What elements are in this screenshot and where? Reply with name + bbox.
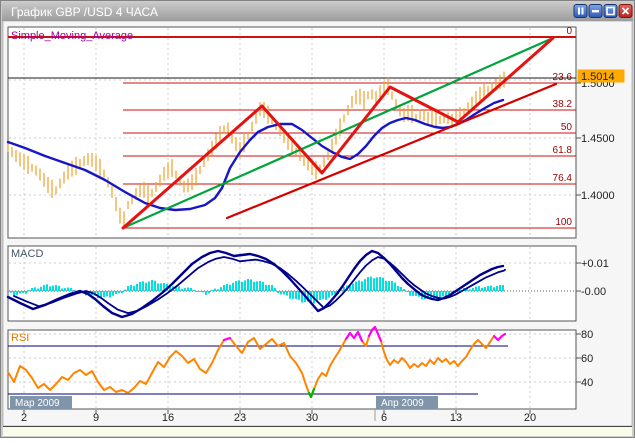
fib-level-label: 61.8	[553, 145, 573, 156]
month-badge	[10, 396, 72, 409]
rsi-highlight-segment	[367, 325, 383, 343]
x-axis-label: 9	[93, 412, 99, 424]
rsi-highlight-segment	[307, 387, 316, 399]
window-title: График GBP /USD 4 ЧАСА	[11, 5, 158, 19]
x-axis-label: 2	[21, 412, 27, 424]
close-button[interactable]	[618, 4, 633, 18]
rsi-axis-label: 40	[581, 377, 593, 389]
x-axis-label: 13	[450, 412, 462, 424]
price-axis-label: 1.4500	[581, 133, 615, 145]
fib-level-label: 76.4	[553, 173, 573, 184]
month-badge	[376, 396, 438, 409]
macd-panel-label: MACD	[11, 248, 43, 260]
minimize-button[interactable]	[588, 4, 603, 18]
fib-level-label: 0	[566, 26, 572, 37]
title-bar[interactable]: График GBP /USD 4 ЧАСА	[2, 2, 633, 21]
sma-indicator-label: Simple_Moving_Average	[11, 30, 133, 42]
x-axis-label: 23	[234, 412, 246, 424]
x-axis-label: 6	[381, 412, 387, 424]
price-axis-label: 1.4000	[581, 190, 615, 202]
current-price-label: 1.5014	[581, 71, 615, 83]
rsi-highlight-segment	[492, 332, 507, 342]
pause-button[interactable]	[573, 4, 588, 18]
rsi-axis-label: 60	[581, 353, 593, 365]
pause-icon	[578, 7, 580, 15]
fib-level-label: 38.2	[553, 99, 573, 110]
zigzag-line-red	[121, 36, 555, 230]
month-badge-label: Апр 2009	[381, 398, 424, 409]
close-icon	[621, 7, 630, 15]
rsi-panel-label: RSI	[11, 332, 29, 344]
minimize-icon	[592, 10, 599, 13]
restore-button[interactable]	[603, 4, 618, 18]
macd-chart-panel[interactable]	[7, 245, 577, 322]
fib-level-label: 100	[555, 217, 572, 228]
rsi-axis-label: 80	[581, 329, 593, 341]
channel-line-red	[225, 82, 558, 220]
current-price-badge	[577, 69, 625, 83]
macd-axis-label: +0.01	[581, 258, 609, 270]
month-badge-label: Мар 2009	[15, 398, 60, 409]
rsi-highlight-segment	[222, 336, 232, 342]
fib-level-label: 50	[561, 122, 573, 133]
rsi-highlight-segment	[344, 330, 364, 343]
x-axis-label: 20	[524, 412, 536, 424]
macd-main-line	[6, 249, 505, 319]
restore-icon	[606, 6, 615, 16]
title-bar-background	[2, 2, 633, 21]
x-axis-label: 30	[306, 412, 318, 424]
x-axis-label: 16	[162, 412, 174, 424]
trendline-green	[121, 36, 555, 230]
next-window-top-strip	[3, 426, 632, 436]
macd-axis-label: -0.00	[581, 286, 606, 298]
